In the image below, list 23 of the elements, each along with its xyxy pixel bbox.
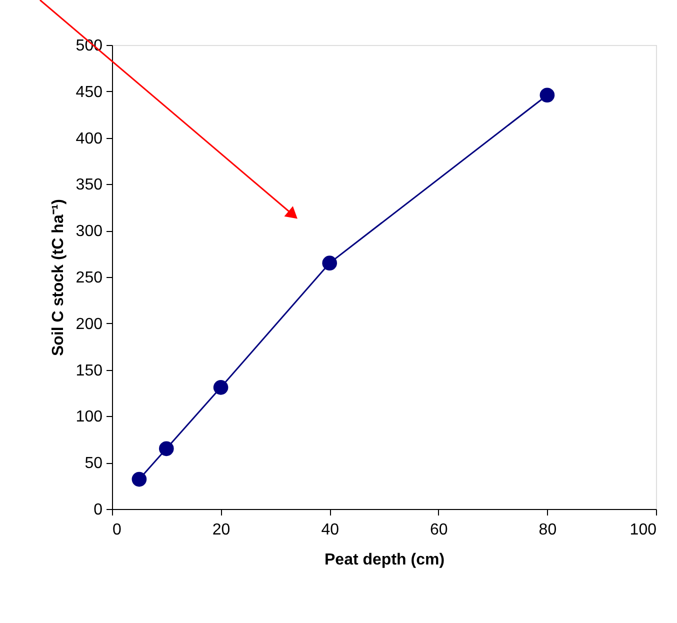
point bbox=[158, 441, 174, 456]
x-tick-label: 20 bbox=[212, 522, 230, 538]
point bbox=[213, 380, 228, 395]
y-tick-label: 450 bbox=[76, 84, 103, 101]
point bbox=[132, 472, 147, 487]
x-tick-label: 40 bbox=[321, 522, 340, 538]
y-tick-label: 350 bbox=[76, 176, 103, 194]
y-tick-label: 300 bbox=[76, 223, 103, 240]
y-axis-title: Soil C stock (tC ha⁻¹) bbox=[50, 198, 67, 356]
point bbox=[322, 256, 338, 270]
x-tick-label: 60 bbox=[430, 522, 448, 538]
y-tick-label: 200 bbox=[76, 316, 103, 333]
x-tick-label: 80 bbox=[538, 522, 557, 538]
point bbox=[540, 88, 555, 103]
y-tick-label: 0 bbox=[94, 502, 103, 518]
y-tick-label: 400 bbox=[76, 130, 103, 148]
x-axis-title: Peat depth (cm) bbox=[324, 552, 445, 568]
y-tick-label: 50 bbox=[84, 455, 103, 472]
x-tick-label: 100 bbox=[630, 522, 657, 538]
y-tick-label: 100 bbox=[76, 408, 103, 426]
x-tick-label: 0 bbox=[112, 522, 122, 538]
y-tick-label: 250 bbox=[76, 270, 103, 286]
y-tick-label: 150 bbox=[76, 362, 103, 380]
